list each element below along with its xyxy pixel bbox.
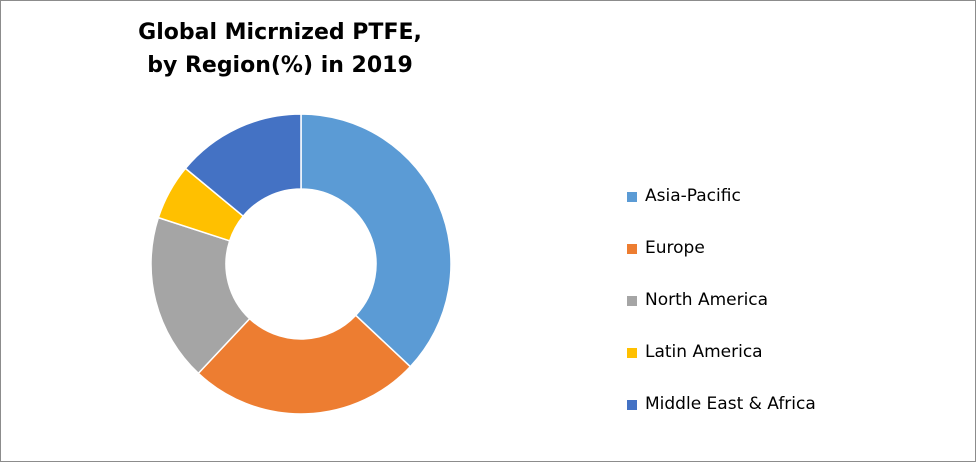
legend-swatch-north-america — [627, 296, 637, 306]
legend-swatch-latin-america — [627, 348, 637, 358]
chart-title: Global Micrnized PTFE, by Region(%) in 2… — [70, 16, 490, 82]
legend-swatch-asia-pacific — [627, 192, 637, 202]
slice-middle-east-africa — [184, 113, 302, 218]
legend-swatch-europe — [627, 244, 637, 254]
legend-label-north-america: North America — [645, 290, 769, 310]
slice-north-america — [150, 216, 251, 375]
chart-title-line-1: Global Micrnized PTFE, — [138, 20, 422, 45]
legend-label-asia-pacific: Asia-Pacific — [645, 186, 741, 206]
slice-europe — [197, 314, 412, 415]
legend-label-europe: Europe — [645, 238, 705, 258]
legend-swatch-middle-east-africa — [627, 400, 637, 410]
chart-title-line-2: by Region(%) in 2019 — [147, 53, 413, 78]
legend-label-middle-east-africa: Middle East & Africa — [645, 394, 816, 414]
slice-asia-pacific — [300, 113, 452, 368]
legend-label-latin-america: Latin America — [645, 342, 763, 362]
